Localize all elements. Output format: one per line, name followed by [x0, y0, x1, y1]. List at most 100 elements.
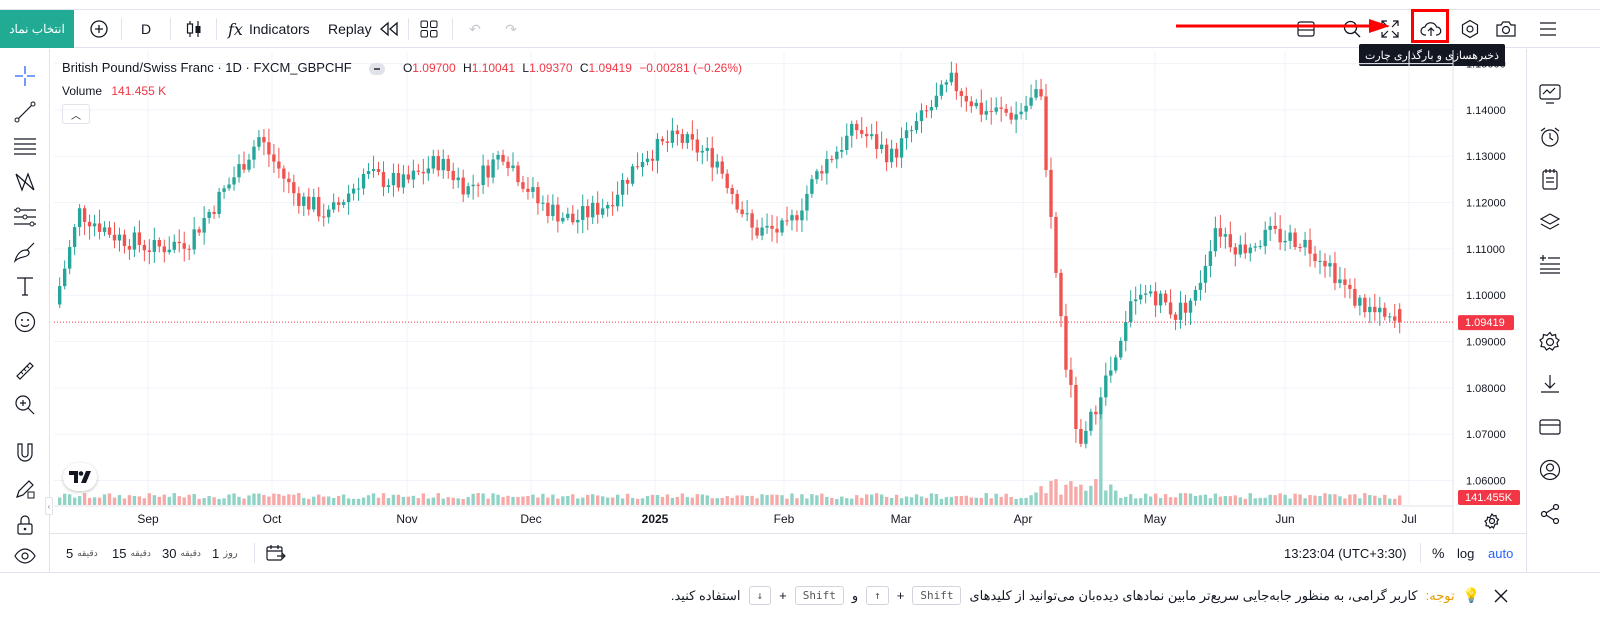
candle-body	[889, 148, 894, 163]
volume-bar	[1253, 498, 1257, 505]
snapshot-button[interactable]	[1494, 10, 1518, 48]
close-notice-button[interactable]	[1492, 587, 1510, 605]
volume-bar	[1049, 480, 1053, 505]
candle-body	[680, 134, 685, 143]
layouts-button[interactable]	[418, 10, 440, 48]
candle-body	[1163, 293, 1168, 303]
profile-button[interactable]	[1535, 455, 1565, 485]
tf-1d[interactable]: 1 روز	[212, 545, 238, 561]
hide-drawings-tool[interactable]	[10, 541, 40, 571]
tf-5m[interactable]: 5 دقیقه	[66, 545, 98, 561]
time-axis-settings[interactable]	[1482, 511, 1502, 531]
collapse-legend-button[interactable]: ︿	[62, 104, 90, 124]
volume-bar	[1119, 497, 1123, 505]
tf-15m[interactable]: 15 دقیقه	[112, 545, 151, 561]
collapse-handle[interactable]: ‹	[45, 497, 53, 515]
chart-settings-button[interactable]	[1535, 327, 1565, 357]
candle-body	[790, 215, 794, 221]
quick-search-button[interactable]	[1340, 10, 1364, 48]
indicators-button[interactable]: fx Indicators	[228, 10, 318, 48]
time-tick-label: Nov	[396, 512, 417, 526]
shift-key-2: Shift	[794, 586, 844, 605]
candle-body	[815, 171, 819, 180]
emoji-tool[interactable]	[10, 307, 40, 337]
zoom-tool[interactable]	[10, 390, 40, 420]
volume-bar	[237, 496, 241, 505]
volume-bar	[581, 497, 585, 505]
time-tick-label: Apr	[1014, 512, 1033, 526]
volume-legend[interactable]: Volume 141.455 K	[62, 84, 166, 98]
tf-30m[interactable]: 30 دقیقه	[162, 545, 201, 561]
volume-bar	[1383, 494, 1387, 505]
symbol-search-button[interactable]: انتخاب نماد	[0, 10, 74, 48]
add-symbol-button[interactable]	[86, 10, 112, 48]
candle-body	[660, 138, 665, 142]
auto-toggle[interactable]: auto	[1488, 545, 1514, 561]
symbol-title[interactable]: British Pound/Swiss Franc · 1D · FXCM_GB…	[62, 60, 352, 75]
series-legend[interactable]: British Pound/Swiss Franc · 1D · FXCM_GB…	[62, 60, 742, 75]
candle-body	[1213, 228, 1218, 252]
magnet-tool[interactable]	[10, 438, 40, 468]
menu-button[interactable]	[1536, 10, 1560, 48]
payment-button[interactable]	[1535, 412, 1565, 442]
volume-bar	[785, 498, 789, 505]
brush-tool[interactable]	[10, 237, 40, 267]
log-toggle[interactable]: log	[1457, 545, 1475, 561]
lock-drawings-tool[interactable]	[10, 510, 40, 540]
tradingview-logo[interactable]	[63, 463, 97, 491]
redo-button[interactable]: ↷	[501, 10, 521, 48]
save-load-chart-button[interactable]	[1419, 10, 1443, 48]
crosshair-tool[interactable]	[10, 61, 40, 91]
volume-bar	[122, 498, 127, 505]
layout-window-button[interactable]	[1294, 10, 1318, 48]
candle-body	[645, 158, 650, 162]
layers-button[interactable]	[1535, 207, 1565, 237]
candle-body	[476, 184, 480, 186]
percent-toggle[interactable]: %	[1432, 545, 1445, 561]
volume-bar	[466, 497, 470, 505]
stay-in-drawing-tool[interactable]	[10, 474, 40, 504]
legend-toggle-icon[interactable]	[369, 62, 386, 75]
volume-bar	[630, 497, 635, 505]
volume-bar	[800, 494, 804, 505]
interval-button[interactable]: D	[140, 21, 152, 37]
candle-body	[810, 179, 814, 194]
fullscreen-button[interactable]	[1378, 10, 1402, 48]
measure-tool[interactable]	[10, 356, 40, 386]
volume-bar	[675, 496, 680, 505]
volume-bar	[1044, 493, 1048, 505]
volume-bar	[1014, 498, 1018, 505]
save-load-tooltip: ذخیرهسازی و بارگذاری چارت	[1359, 44, 1505, 66]
volume-bar	[252, 493, 256, 505]
news-button[interactable]	[1535, 249, 1565, 279]
volume-bar	[934, 494, 939, 505]
text-tool[interactable]	[10, 271, 40, 301]
volume-bar	[192, 494, 196, 505]
trendline-tool[interactable]	[10, 97, 40, 127]
goto-date-button[interactable]	[266, 534, 286, 572]
candle-body	[715, 161, 719, 168]
replay-button[interactable]: Replay	[328, 10, 404, 48]
download-button[interactable]	[1535, 369, 1565, 399]
horizontal-lines-tool[interactable]	[10, 131, 40, 161]
candle-body	[1039, 89, 1043, 97]
volume-bar	[914, 494, 919, 505]
watchlist-button[interactable]	[1535, 79, 1565, 109]
candle-body	[401, 174, 406, 188]
notes-button[interactable]	[1535, 164, 1565, 194]
alerts-button[interactable]	[1535, 122, 1565, 152]
and-word: و	[851, 587, 859, 603]
volume-bar	[1363, 493, 1367, 505]
share-button[interactable]	[1535, 499, 1565, 529]
volume-bar	[1104, 490, 1108, 505]
chart-type-button[interactable]	[183, 10, 205, 48]
fib-tool[interactable]	[10, 202, 40, 232]
undo-button[interactable]: ↶	[465, 10, 485, 48]
clock-timezone[interactable]: 13:23:04 (UTC+3:30)	[1284, 545, 1407, 561]
pattern-tool[interactable]	[10, 167, 40, 197]
volume-bar	[845, 498, 849, 505]
candle-body	[1193, 289, 1198, 301]
notice-text-2: استفاده کنید.	[670, 587, 741, 603]
settings-button[interactable]	[1458, 10, 1482, 48]
